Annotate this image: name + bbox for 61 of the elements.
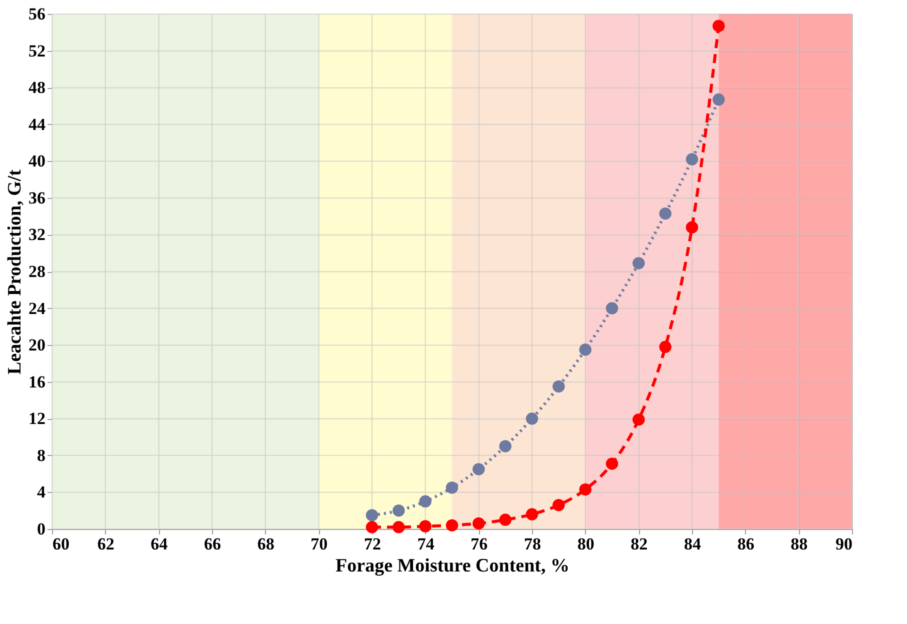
point (419, 495, 432, 508)
point (392, 521, 405, 534)
x-tick-label: 76 (470, 534, 488, 554)
y-tick-label: 24 (28, 298, 46, 318)
y-tick-label: 32 (28, 225, 46, 244)
y-tick-label: 16 (28, 372, 46, 392)
point (659, 340, 672, 354)
point (472, 517, 485, 530)
y-tick-label: 4 (37, 482, 46, 502)
y-tick-label: 44 (28, 114, 46, 134)
x-tick-label: 72 (364, 534, 381, 554)
x-tick-label: 82 (630, 534, 648, 554)
x-tick-label: 68 (257, 534, 274, 554)
point (632, 257, 645, 270)
y-tick-label: 12 (28, 409, 46, 428)
x-tick-label: 86 (737, 534, 754, 554)
point (686, 153, 698, 166)
y-tick-label: 0 (37, 520, 46, 538)
point (606, 458, 618, 470)
y-tick-label: 56 (28, 4, 46, 24)
point (472, 463, 485, 476)
point (366, 509, 378, 522)
x-tick-label: 74 (417, 534, 435, 554)
y-tick-label: 36 (28, 188, 46, 208)
point (552, 498, 565, 512)
point (579, 483, 592, 496)
point (499, 440, 512, 452)
x-tick-label: 78 (524, 534, 541, 554)
x-tick-label: 88 (790, 534, 808, 554)
point (526, 412, 538, 425)
point (659, 207, 672, 220)
point (419, 520, 432, 532)
point (712, 93, 725, 106)
y-tick-label: 28 (28, 262, 46, 281)
point (392, 504, 405, 517)
x-tick-label: 60 (52, 534, 70, 554)
point (552, 380, 565, 393)
point (686, 221, 698, 234)
point (446, 482, 458, 494)
point (526, 508, 538, 520)
point (446, 519, 458, 532)
y-tick-label: 48 (28, 78, 46, 98)
point (712, 20, 725, 32)
y-axis-title: Leacahte Production, G/t (4, 168, 26, 374)
x-axis-title: Forage Moisture Content, % (336, 556, 570, 576)
x-tick-label: 64 (150, 534, 168, 554)
x-tick-label: 70 (310, 534, 328, 554)
y-tick-label: 20 (28, 336, 46, 355)
x-tick-label: 62 (97, 534, 114, 554)
y-tick-label: 52 (28, 41, 46, 60)
point (366, 521, 378, 534)
point (632, 413, 645, 426)
y-tick-label: 40 (28, 152, 46, 171)
point (499, 514, 512, 526)
point (579, 344, 592, 356)
y-tick-label: 8 (37, 446, 46, 465)
x-tick-label: 80 (577, 534, 594, 554)
x-tick-label: 66 (204, 534, 221, 554)
x-tick-label: 84 (684, 534, 702, 554)
point (606, 302, 618, 314)
x-tick-label: 90 (836, 534, 852, 554)
